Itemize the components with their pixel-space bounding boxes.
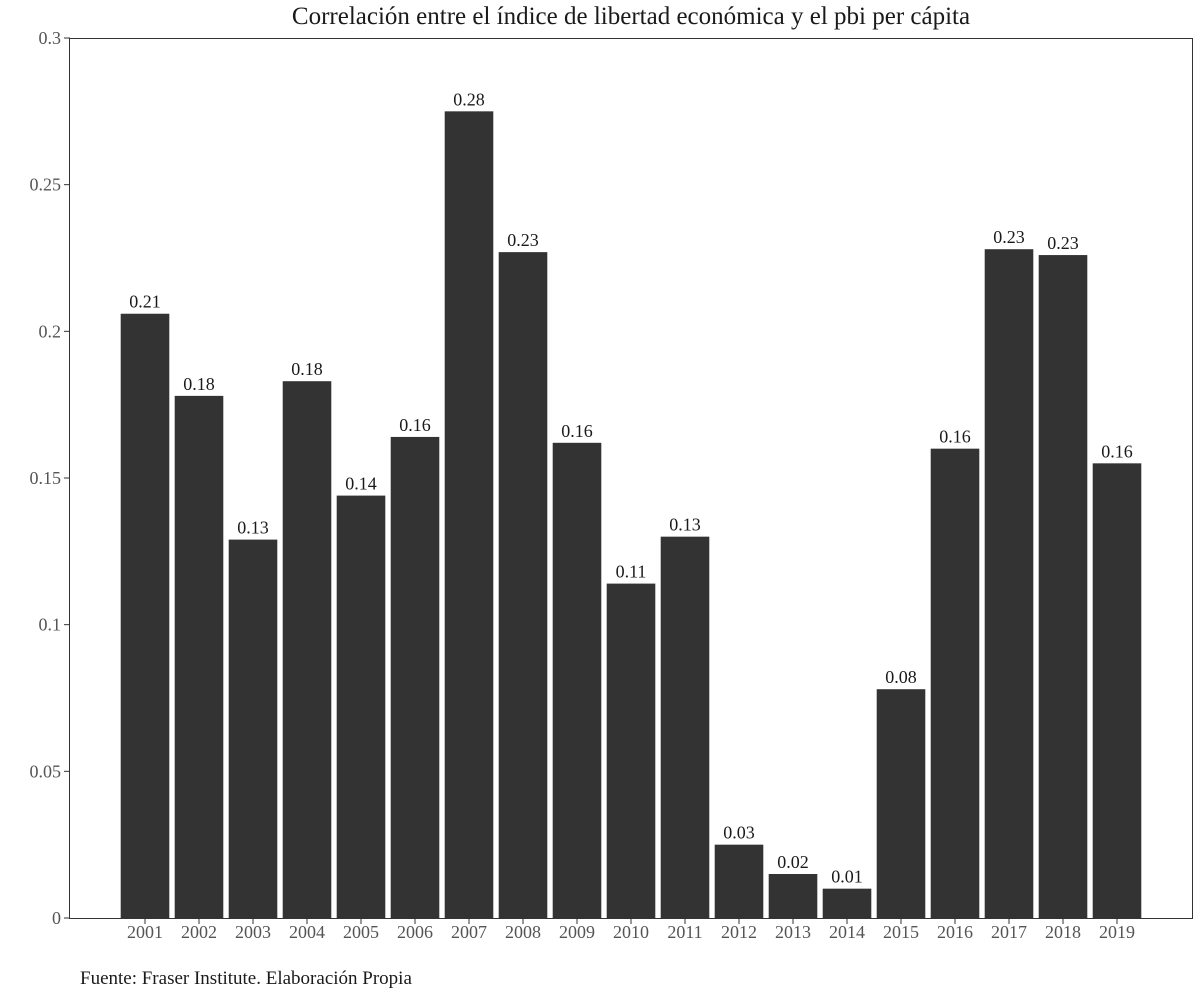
y-tick-label: 0 [52, 908, 61, 928]
x-tick-label-2018: 2018 [1045, 922, 1081, 942]
data-label-2016: 0.16 [939, 427, 971, 447]
x-tick-label-2011: 2011 [667, 922, 702, 942]
x-tick-label-2001: 2001 [127, 922, 163, 942]
bars [120, 111, 1142, 919]
x-tick-label-2005: 2005 [343, 922, 379, 942]
x-tick-label-2003: 2003 [235, 922, 271, 942]
x-tick-label-2015: 2015 [883, 922, 919, 942]
bar-2006 [390, 436, 440, 918]
x-tick-label-2004: 2004 [289, 922, 325, 942]
x-tick-label-2012: 2012 [721, 922, 757, 942]
bar-2011 [660, 536, 710, 918]
y-axis: 0 0.05 0.1 0.15 0.2 0.25 0.3 [30, 28, 70, 928]
data-label-2014: 0.01 [831, 867, 863, 887]
source-caption: Fuente: Fraser Institute. Elaboración Pr… [80, 968, 412, 989]
bar-2005 [336, 495, 386, 918]
bar-2010 [606, 583, 656, 918]
x-tick-label-2006: 2006 [397, 922, 433, 942]
data-label-2017: 0.23 [993, 227, 1025, 247]
x-tick-label-2008: 2008 [505, 922, 541, 942]
bar-2014 [822, 888, 872, 918]
y-tick-label: 0.1 [39, 615, 62, 635]
data-label-2011: 0.13 [669, 515, 701, 535]
y-tick-label: 0.25 [30, 175, 62, 195]
x-tick-label-2007: 2007 [451, 922, 487, 942]
data-label-2008: 0.23 [507, 230, 539, 250]
y-tick-label: 0.2 [39, 321, 62, 341]
data-label-2013: 0.02 [777, 852, 809, 872]
bar-2004 [282, 381, 332, 918]
bar-2008 [498, 252, 548, 919]
data-label-2005: 0.14 [345, 474, 377, 494]
bar-2009 [552, 442, 602, 918]
bar-2016 [930, 448, 980, 918]
chart-title: Correlación entre el índice de libertad … [292, 3, 970, 30]
data-label-2012: 0.03 [723, 823, 755, 843]
x-tick-label-2016: 2016 [937, 922, 973, 942]
data-label-2010: 0.11 [616, 562, 647, 582]
y-tick-label: 0.3 [39, 28, 62, 48]
bar-2007 [444, 111, 494, 919]
data-label-2009: 0.16 [561, 421, 593, 441]
data-label-2001: 0.21 [129, 292, 161, 312]
x-tick-label-2014: 2014 [829, 922, 865, 942]
y-tick-label: 0.15 [30, 468, 62, 488]
data-label-2007: 0.28 [453, 89, 485, 109]
x-tick-label-2019: 2019 [1099, 922, 1135, 942]
bar-2012 [714, 844, 764, 918]
bar-2018 [1038, 255, 1088, 919]
data-label-2003: 0.13 [237, 518, 269, 538]
x-tick-label-2013: 2013 [775, 922, 811, 942]
data-label-2002: 0.18 [183, 374, 215, 394]
data-label-2004: 0.18 [291, 359, 323, 379]
bar-2013 [768, 874, 818, 918]
bar-2017 [984, 249, 1034, 918]
data-label-2006: 0.16 [399, 415, 431, 435]
x-axis: 2001 2002 2003 2004 2005 2006 2007 2008 2009 2010… [127, 918, 1135, 942]
bar-2015 [876, 689, 926, 918]
bar-2019 [1092, 463, 1142, 918]
bar-2002 [174, 395, 224, 918]
bar-chart: Correlación entre el índice de libertad … [30, 3, 1193, 942]
x-tick-label-2017: 2017 [991, 922, 1027, 942]
data-labels: 0.21 0.18 0.13 0.18 0.14 0.16 0.28 0.23 0.16 0.11… [129, 89, 1133, 886]
y-tick-label: 0.05 [30, 761, 62, 781]
data-label-2018: 0.23 [1047, 233, 1079, 253]
bar-2001 [120, 313, 170, 918]
x-tick-label-2010: 2010 [613, 922, 649, 942]
x-tick-label-2002: 2002 [181, 922, 217, 942]
bar-2003 [228, 539, 278, 918]
x-tick-label-2009: 2009 [559, 922, 595, 942]
data-label-2015: 0.08 [885, 667, 917, 687]
data-label-2019: 0.16 [1101, 441, 1133, 461]
